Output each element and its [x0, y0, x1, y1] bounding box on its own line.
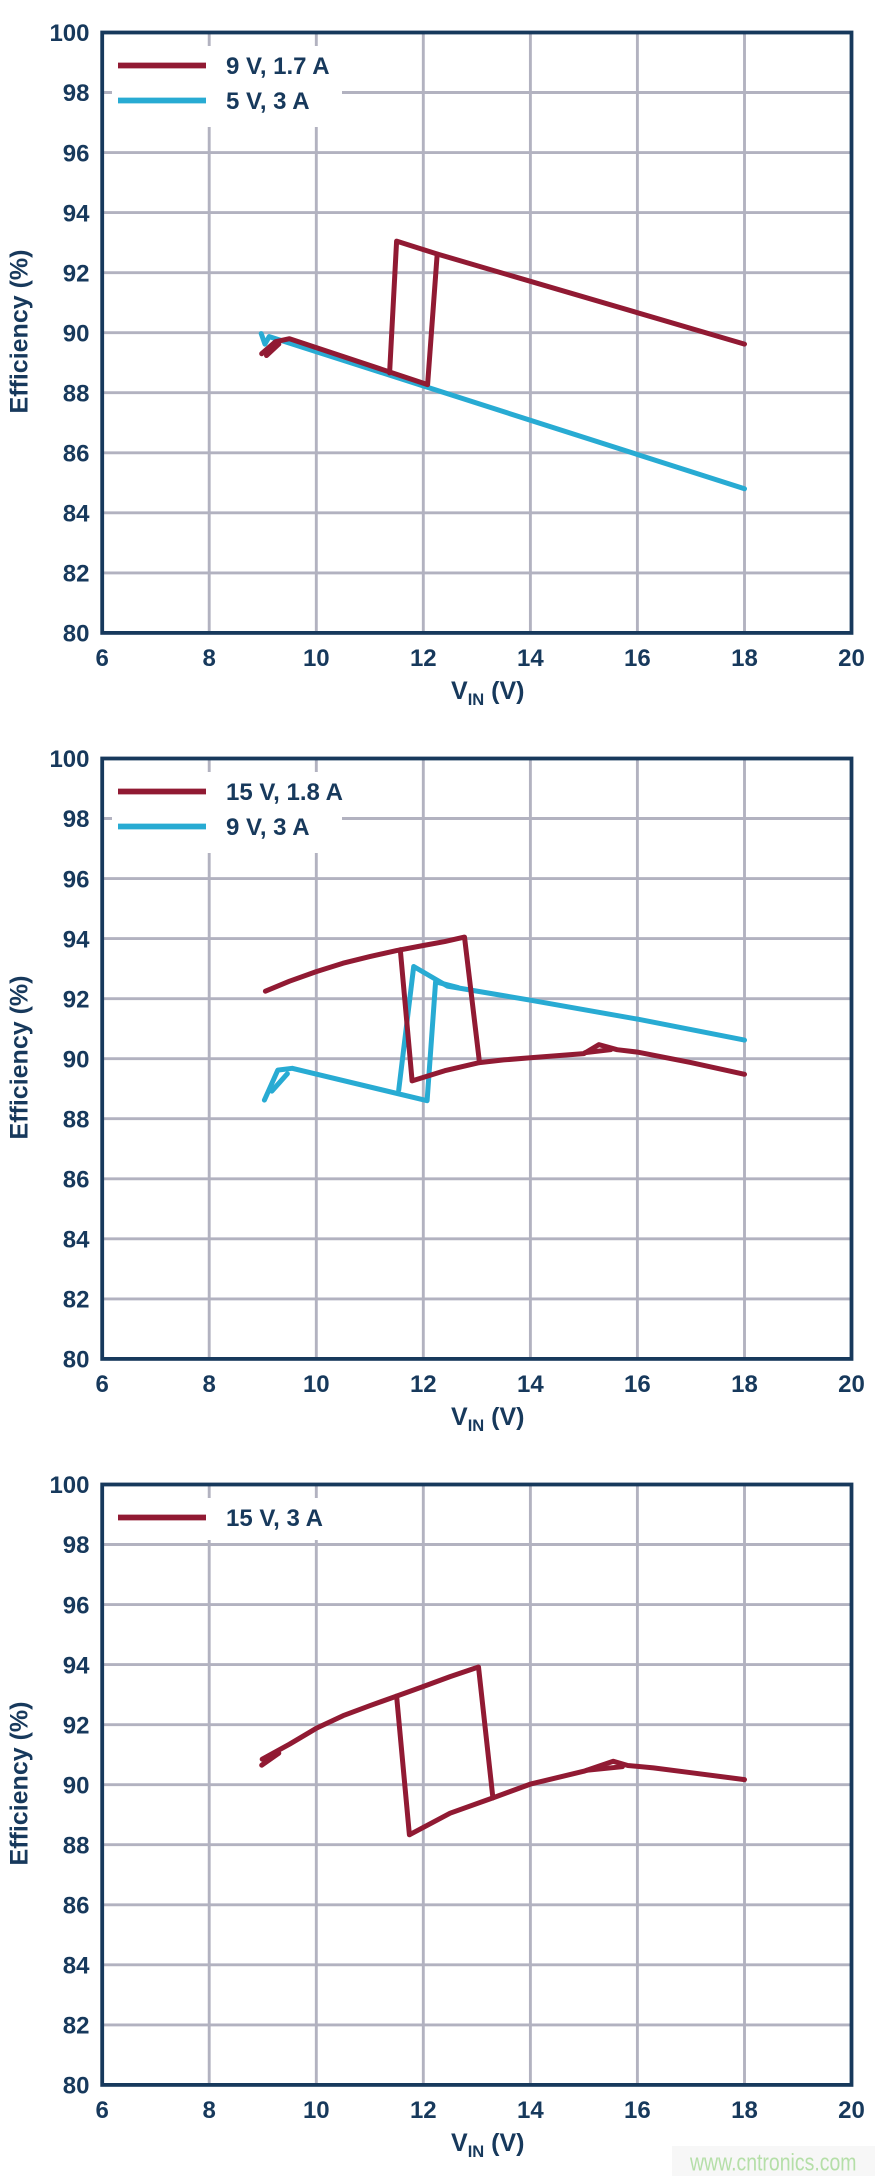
svg-text:100: 100: [49, 746, 89, 773]
svg-text:90: 90: [63, 1046, 90, 1073]
svg-text:9 V, 1.7 A: 9 V, 1.7 A: [226, 53, 330, 80]
svg-text:16: 16: [624, 1371, 651, 1398]
svg-text:VIN (V): VIN (V): [451, 1403, 524, 1435]
svg-text:6: 6: [96, 2097, 109, 2124]
svg-text:10: 10: [303, 1371, 330, 1398]
svg-text:86: 86: [63, 441, 90, 468]
svg-text:15 V, 1.8 A: 15 V, 1.8 A: [226, 779, 343, 806]
svg-text:96: 96: [63, 1592, 90, 1619]
svg-text:100: 100: [49, 1472, 89, 1499]
svg-text:100: 100: [49, 20, 89, 47]
svg-text:6: 6: [96, 1371, 109, 1398]
svg-text:96: 96: [63, 866, 90, 893]
svg-text:5 V, 3 A: 5 V, 3 A: [226, 88, 310, 115]
svg-text:20: 20: [838, 1371, 865, 1398]
svg-text:VIN (V): VIN (V): [451, 677, 524, 709]
svg-text:20: 20: [838, 645, 865, 672]
svg-text:90: 90: [63, 320, 90, 347]
svg-text:Efficiency (%): Efficiency (%): [6, 250, 34, 414]
svg-text:8: 8: [203, 2097, 216, 2124]
svg-text:92: 92: [63, 1712, 90, 1739]
svg-text:94: 94: [63, 200, 90, 227]
svg-text:10: 10: [303, 2097, 330, 2124]
svg-text:90: 90: [63, 1772, 90, 1799]
svg-text:96: 96: [63, 140, 90, 167]
svg-text:84: 84: [63, 501, 90, 528]
svg-text:84: 84: [63, 1227, 90, 1254]
svg-text:86: 86: [63, 1893, 90, 1920]
svg-text:Efficiency (%): Efficiency (%): [6, 1702, 34, 1866]
svg-text:80: 80: [63, 2073, 90, 2100]
svg-text:12: 12: [410, 1371, 437, 1398]
svg-text:98: 98: [63, 80, 90, 107]
svg-text:88: 88: [63, 380, 90, 407]
svg-text:82: 82: [63, 561, 90, 588]
svg-text:94: 94: [63, 926, 90, 953]
svg-text:www.cntronics.com: www.cntronics.com: [689, 2150, 856, 2177]
svg-text:18: 18: [731, 1371, 758, 1398]
svg-text:9 V, 3 A: 9 V, 3 A: [226, 814, 310, 841]
svg-text:16: 16: [624, 2097, 651, 2124]
svg-text:20: 20: [838, 2097, 865, 2124]
svg-text:94: 94: [63, 1652, 90, 1679]
svg-text:14: 14: [517, 2097, 544, 2124]
svg-text:80: 80: [63, 621, 90, 648]
svg-text:88: 88: [63, 1832, 90, 1859]
svg-text:8: 8: [203, 645, 216, 672]
svg-text:82: 82: [63, 2013, 90, 2040]
svg-text:16: 16: [624, 645, 651, 672]
svg-text:92: 92: [63, 260, 90, 287]
svg-text:98: 98: [63, 806, 90, 833]
svg-text:88: 88: [63, 1106, 90, 1133]
svg-text:14: 14: [517, 1371, 544, 1398]
svg-text:80: 80: [63, 1347, 90, 1374]
svg-text:10: 10: [303, 645, 330, 672]
svg-text:86: 86: [63, 1167, 90, 1194]
svg-text:VIN (V): VIN (V): [451, 2129, 524, 2161]
svg-text:6: 6: [96, 645, 109, 672]
svg-text:18: 18: [731, 2097, 758, 2124]
svg-text:18: 18: [731, 645, 758, 672]
svg-text:Efficiency (%): Efficiency (%): [6, 976, 34, 1140]
svg-text:84: 84: [63, 1953, 90, 1980]
svg-text:82: 82: [63, 1287, 90, 1314]
svg-text:8: 8: [203, 1371, 216, 1398]
svg-text:15 V, 3 A: 15 V, 3 A: [226, 1505, 323, 1532]
svg-text:98: 98: [63, 1532, 90, 1559]
svg-text:92: 92: [63, 986, 90, 1013]
svg-text:14: 14: [517, 645, 544, 672]
svg-text:12: 12: [410, 2097, 437, 2124]
svg-text:12: 12: [410, 645, 437, 672]
